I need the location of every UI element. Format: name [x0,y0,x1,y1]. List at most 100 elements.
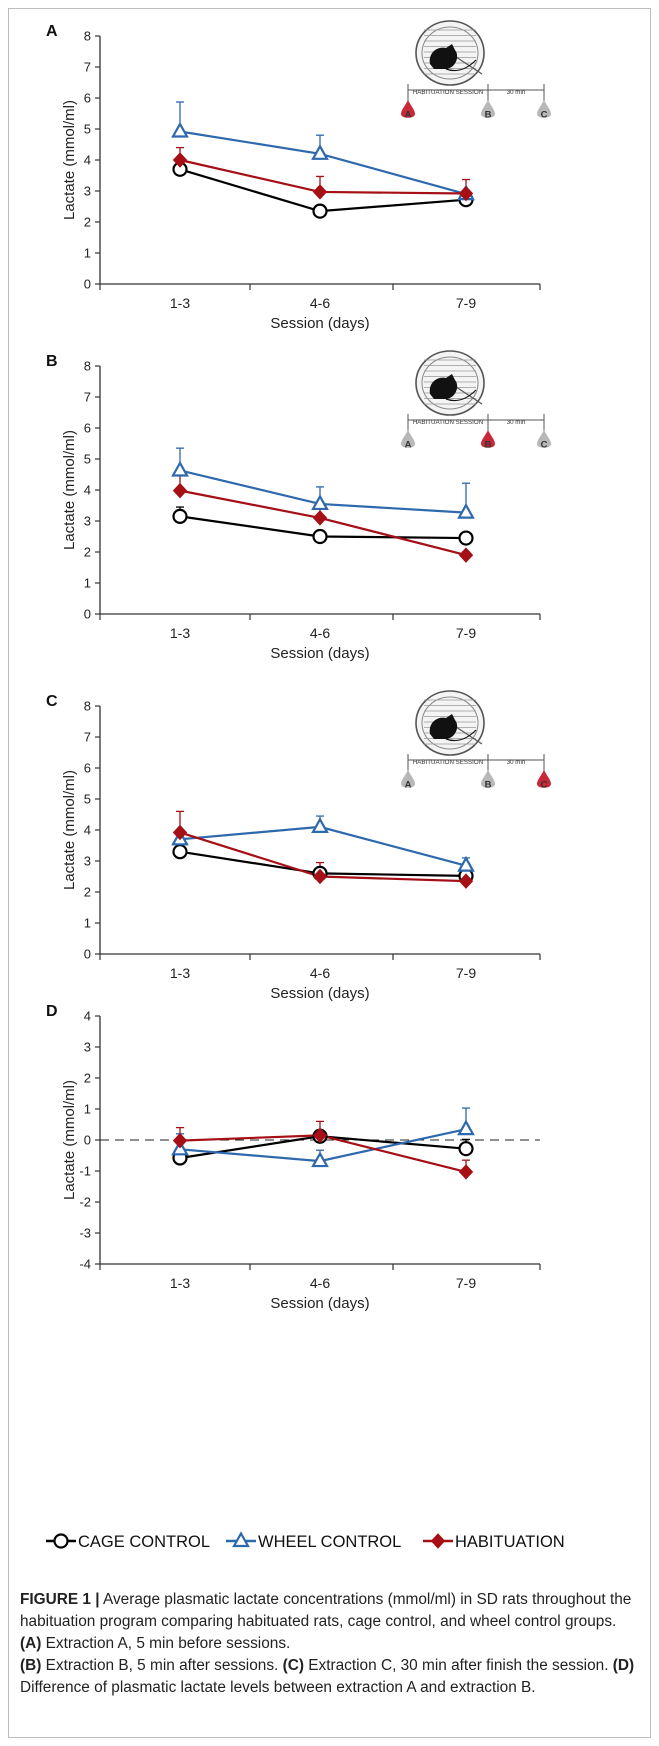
y-axis-label: Lactate (mmol/ml) [61,1080,78,1200]
x-tick-label: 4-6 [310,1275,330,1291]
x-tick-label: 4-6 [310,965,330,981]
rat-tail [445,59,477,72]
x-tick-label: 7-9 [456,965,476,981]
y-axis-label: Lactate (mmol/ml) [61,100,78,220]
y-tick-label: 8 [84,29,91,44]
caption-a-tag: (A) [20,1635,42,1652]
legend-label: WHEEL CONTROL [258,1533,401,1551]
x-tick-label: 7-9 [456,1275,476,1291]
caption-c-text: Extraction C, 30 min after finish the se… [303,1657,613,1674]
y-tick-label: 3 [84,854,91,869]
y-tick-label: 6 [84,761,91,776]
y-tick-label: 5 [84,122,91,137]
caption-b-text: Extraction B, 5 min after sessions. [41,1657,283,1674]
panel-c: C 0 1 2 3 4 5 6 7 8 1-3 4-6 7-9 Session (days) Lactate… [46,690,551,1002]
wheel-inner-rim [421,696,479,750]
blood-drop-icon [401,430,415,448]
data-point-habituation [458,185,474,202]
y-tick-label: 8 [84,359,91,374]
y-tick-label: 3 [84,184,91,199]
inset-interval-label: 30 min [507,89,526,96]
panel-letter: B [46,353,58,370]
x-tick-label: 7-9 [456,295,476,311]
y-tick-label: 6 [84,421,91,436]
inset-point-label: B [485,780,492,791]
y-tick-label: 4 [84,483,91,498]
data-point-wheel-control [311,817,329,834]
data-point-wheel-control [457,855,475,872]
legend-marker [430,1533,446,1549]
x-tick-label: 7-9 [456,625,476,641]
blood-drop-icon [401,100,415,118]
y-tick-label: 0 [84,277,91,292]
blood-drop-icon [481,100,495,118]
data-point-habituation [172,482,188,499]
y-tick-label: 7 [84,60,91,75]
y-axis-label: Lactate (mmol/ml) [61,430,78,550]
y-tick-label: 0 [84,947,91,962]
y-tick-label: 3 [84,1040,91,1055]
data-point-cage-control [458,1141,474,1157]
y-tick-label: -3 [79,1226,91,1241]
rat-icon [429,374,458,399]
y-tick-label: 8 [84,699,91,714]
data-point-habituation [312,184,328,200]
inset-point-label: A [405,440,412,451]
y-tick-label: 4 [84,823,91,838]
inset-session-label: HABITUATION SESSION [413,419,483,426]
data-point-wheel-control [171,460,189,477]
blood-drop-icon [481,430,495,448]
x-tick-label: 4-6 [310,295,330,311]
panel-d: D -4 -3 -2 -1 0 1 2 3 4 1-3 4-6 7-9 Session (days) Lac… [46,1003,541,1312]
data-point-cage-control [172,508,188,524]
data-point-habituation [458,873,474,889]
y-tick-label: 1 [84,916,91,931]
panel-a: A 0 1 2 3 4 5 6 7 8 1-3 4-6 7-9 Session (days) Lactate… [46,20,551,332]
y-tick-label: 0 [84,607,91,622]
x-tick-label: 1-3 [170,295,190,311]
running-wheel-icon [415,350,485,416]
caption-d-tag: (D) [612,1657,635,1674]
data-point-habituation [312,1127,328,1144]
y-tick-label: 2 [84,885,91,900]
running-wheel-icon [415,20,485,86]
data-point-cage-control [458,530,474,546]
rat-tail [445,389,477,402]
y-tick-label: 6 [84,91,91,106]
x-tick-label: 1-3 [170,965,190,981]
blood-drop-icon [537,100,551,118]
x-tick-label: 1-3 [170,625,190,641]
y-tick-label: 4 [84,1009,91,1024]
caption-c-tag: (C) [282,1657,304,1674]
x-axis-label: Session (days) [270,645,369,662]
inset-point-label: B [485,110,492,121]
blood-drop-icon [537,770,551,788]
y-tick-label: 1 [84,576,91,591]
legend-marker [53,1533,69,1549]
caption-lead: FIGURE 1 | [20,1591,100,1608]
data-point-habituation [172,1132,188,1149]
inset-point-label: A [405,110,412,121]
figure-caption: FIGURE 1 | Average plasmatic lactate con… [20,1589,640,1699]
y-tick-label: 2 [84,215,91,230]
panel-b: B 0 1 2 3 4 5 6 7 8 1-3 4-6 7-9 Session (days) Lactate… [46,350,551,662]
x-tick-label: 1-3 [170,1275,190,1291]
panel-letter: C [46,693,58,710]
y-tick-label: -4 [79,1257,91,1272]
y-tick-label: 7 [84,730,91,745]
y-tick-label: 2 [84,1071,91,1086]
data-point-wheel-control [457,1119,475,1136]
y-tick-label: 3 [84,514,91,529]
inset-point-label: C [541,440,548,451]
y-tick-label: 7 [84,390,91,405]
inset-session-label: HABITUATION SESSION [413,759,483,766]
caption-d-text: Difference of plasmatic lactate levels b… [20,1679,536,1696]
inset-point-label: A [405,780,412,791]
blood-drop-icon [537,430,551,448]
data-point-cage-control [312,203,328,219]
data-point-habituation [172,152,188,168]
y-axis-label: Lactate (mmol/ml) [61,770,78,890]
inset-session-label: HABITUATION SESSION [413,89,483,96]
data-point-habituation [458,1164,474,1180]
